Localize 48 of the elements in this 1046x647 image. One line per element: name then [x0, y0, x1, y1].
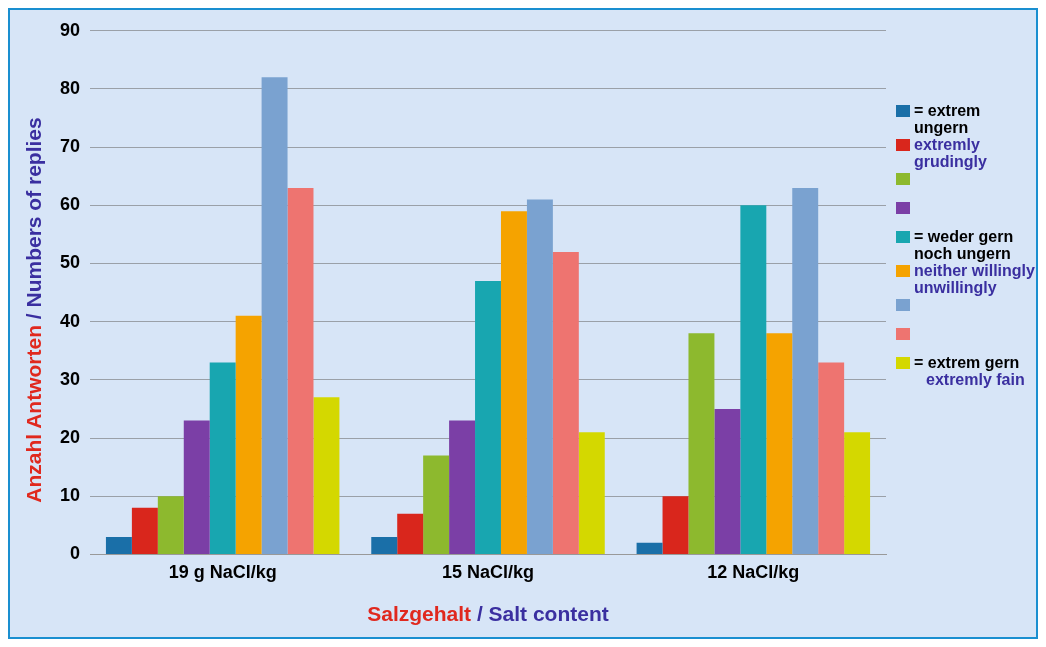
bar: [397, 513, 424, 554]
bar: [209, 362, 236, 554]
bar: [287, 187, 314, 554]
text: neither willingly unwillingly: [914, 262, 1036, 296]
x-tick-label: 19 g NaCl/kg: [168, 562, 277, 583]
text: extremly grudingly: [914, 136, 988, 170]
y-tick-label: 0: [70, 543, 81, 564]
bar: [526, 199, 553, 554]
bar: [636, 542, 663, 554]
y-tick-label: 60: [59, 194, 81, 215]
y-tick-label: 50: [59, 252, 81, 273]
bar: [578, 432, 605, 554]
bar: [131, 507, 158, 554]
bar: [183, 420, 210, 554]
bar: [157, 496, 184, 554]
legend-label: = extrem gern: [914, 354, 1021, 371]
bar: [371, 536, 398, 554]
bar: [235, 315, 262, 554]
bar: [313, 397, 340, 554]
y-tick-label: 40: [59, 310, 81, 331]
bar: [844, 432, 871, 554]
bar: [714, 408, 741, 554]
legend-label: = weder gern noch ungern: [914, 228, 1015, 262]
y-tick-label: 30: [59, 368, 81, 389]
y-tick-label: 90: [59, 19, 81, 40]
text: extremly fain: [925, 371, 1025, 388]
y-tick-label: 80: [59, 77, 81, 98]
x-axis-title: Salzgehalt / Salt content: [367, 602, 609, 625]
bar: [423, 455, 450, 554]
y-axis-title: Anzahl Antworten / Numbers of replies: [22, 117, 45, 503]
y-tick-label: 10: [59, 485, 81, 506]
x-tick-label: 12 NaCl/kg: [707, 562, 800, 583]
bar: [688, 333, 715, 554]
x-tick-label: 15 NaCl/kg: [441, 562, 535, 583]
bar: [662, 496, 689, 554]
bar: [552, 251, 579, 554]
legend-label: = extrem ungern: [914, 102, 982, 136]
bar: [766, 333, 793, 554]
bar: [740, 205, 767, 554]
bar: [818, 362, 845, 554]
y-tick-label: 70: [59, 136, 81, 157]
bar: [500, 211, 527, 554]
bar: [475, 280, 501, 554]
bar: [449, 420, 476, 554]
bar: [105, 536, 132, 554]
bar: [261, 77, 288, 554]
y-tick-label: 20: [59, 427, 81, 448]
bar: [792, 187, 819, 554]
